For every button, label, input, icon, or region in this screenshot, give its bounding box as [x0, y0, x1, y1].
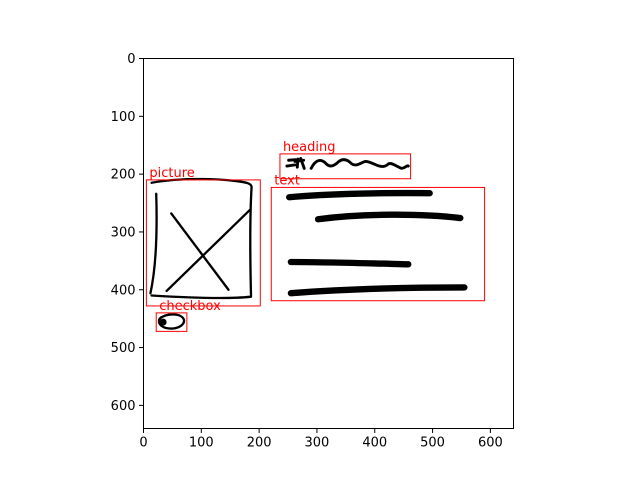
text-sketch	[286, 189, 468, 297]
picture-box-label: picture	[149, 166, 194, 181]
hash-mark	[285, 157, 306, 170]
plot-area	[143, 58, 514, 429]
picture-cross-a	[170, 212, 230, 291]
x-tick-label: 0	[139, 436, 147, 451]
checkbox-box-label: checkbox	[159, 299, 221, 314]
picture-cross-b	[165, 208, 252, 293]
heading-sketch	[285, 157, 410, 170]
text-line-3	[287, 258, 412, 268]
wireframe-sketch	[149, 157, 468, 330]
x-tick-label: 200	[247, 436, 272, 451]
text-line-4	[287, 284, 468, 297]
y-tick-label: 200	[111, 168, 136, 183]
heading-box-label: heading	[283, 140, 336, 155]
heading-bounding-box	[279, 153, 412, 180]
text-line-2	[314, 211, 464, 223]
x-tick-label: 100	[189, 436, 214, 451]
y-tick-label: 100	[111, 110, 136, 125]
annotation-layer: heading picture text checkbox	[145, 140, 486, 332]
text-line-1	[286, 189, 433, 201]
y-tick-label: 400	[111, 283, 136, 298]
axes-frame	[143, 58, 514, 429]
picture-frame	[150, 177, 253, 300]
x-tick-label: 400	[362, 436, 387, 451]
y-tick-label: 300	[111, 225, 136, 240]
x-tick-label: 300	[305, 436, 330, 451]
checkbox-outline	[157, 313, 186, 330]
text-box-label: text	[274, 173, 300, 188]
checkbox-sketch	[157, 313, 186, 330]
y-tick-label: 500	[111, 341, 136, 356]
y-tick-label: 600	[111, 399, 136, 414]
picture-frame-left	[149, 192, 158, 295]
heading-squiggle	[309, 158, 410, 170]
tick-layer: 0 100 200 300 400 500 600 0 100 200 300 400 500 600	[111, 52, 503, 451]
y-tick-label: 0	[127, 52, 135, 67]
picture-bounding-box	[145, 179, 261, 307]
picture-sketch	[149, 177, 253, 300]
x-tick-label: 600	[478, 436, 503, 451]
text-bounding-box	[270, 186, 486, 302]
checkbox-bounding-box	[155, 312, 188, 332]
x-tick-label: 500	[420, 436, 445, 451]
checkbox-dot	[159, 318, 167, 326]
